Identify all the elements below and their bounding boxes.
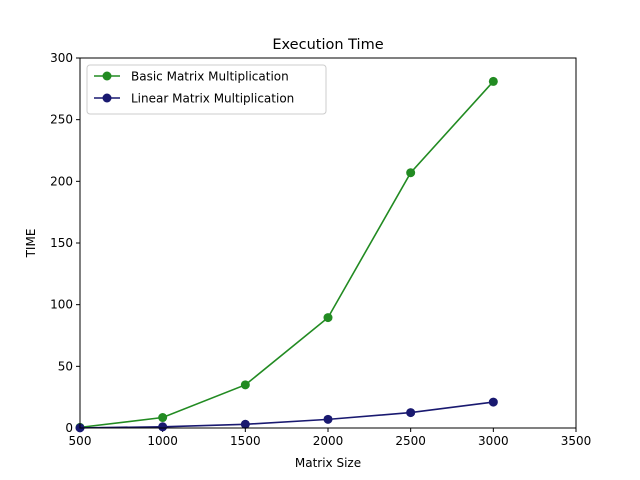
y-tick-label: 100 — [50, 298, 73, 312]
y-tick-label: 50 — [58, 359, 73, 373]
data-point — [488, 397, 498, 407]
legend-label: Linear Matrix Multiplication — [131, 92, 294, 106]
x-tick-label: 3000 — [478, 434, 509, 448]
data-point — [406, 168, 416, 178]
series-line — [79, 401, 494, 429]
plot-area — [75, 76, 498, 433]
y-tick-label: 0 — [65, 421, 73, 435]
y-tick-label: 250 — [50, 113, 73, 127]
data-point — [323, 313, 333, 323]
x-tick-label: 2500 — [395, 434, 426, 448]
legend: Basic Matrix Multiplication Linear Matrix… — [86, 64, 327, 115]
x-tick-label: 1000 — [147, 434, 178, 448]
x-tick-label: 500 — [69, 434, 92, 448]
legend-marker — [102, 71, 112, 81]
data-point — [158, 422, 168, 432]
legend-label: Basic Matrix Multiplication — [131, 70, 289, 84]
data-point — [240, 380, 250, 390]
data-point — [406, 408, 416, 418]
axes-frame — [79, 57, 577, 429]
axis-ticks: 500 1000 1500 2000 2500 3000 3500 0 50 100 150 200 2… — [50, 51, 591, 448]
chart-title: Execution Time — [272, 37, 383, 53]
y-tick-label: 150 — [50, 236, 73, 250]
y-axis-label: TIME — [24, 229, 38, 259]
data-point — [323, 414, 333, 424]
legend-box — [86, 64, 327, 115]
legend-item: Basic Matrix Multiplication — [94, 70, 289, 84]
y-tick-label: 200 — [50, 174, 73, 188]
data-point — [240, 419, 250, 429]
series-line — [79, 80, 494, 429]
legend-marker — [102, 93, 112, 103]
data-point — [488, 76, 498, 86]
data-point — [158, 413, 168, 423]
x-tick-label: 2000 — [313, 434, 344, 448]
y-tick-label: 300 — [50, 51, 73, 65]
legend-item: Linear Matrix Multiplication — [94, 92, 294, 106]
x-tick-label: 3500 — [561, 434, 592, 448]
series-2 — [75, 397, 498, 433]
x-tick-label: 1500 — [230, 434, 261, 448]
x-axis-label: Matrix Size — [295, 456, 361, 470]
